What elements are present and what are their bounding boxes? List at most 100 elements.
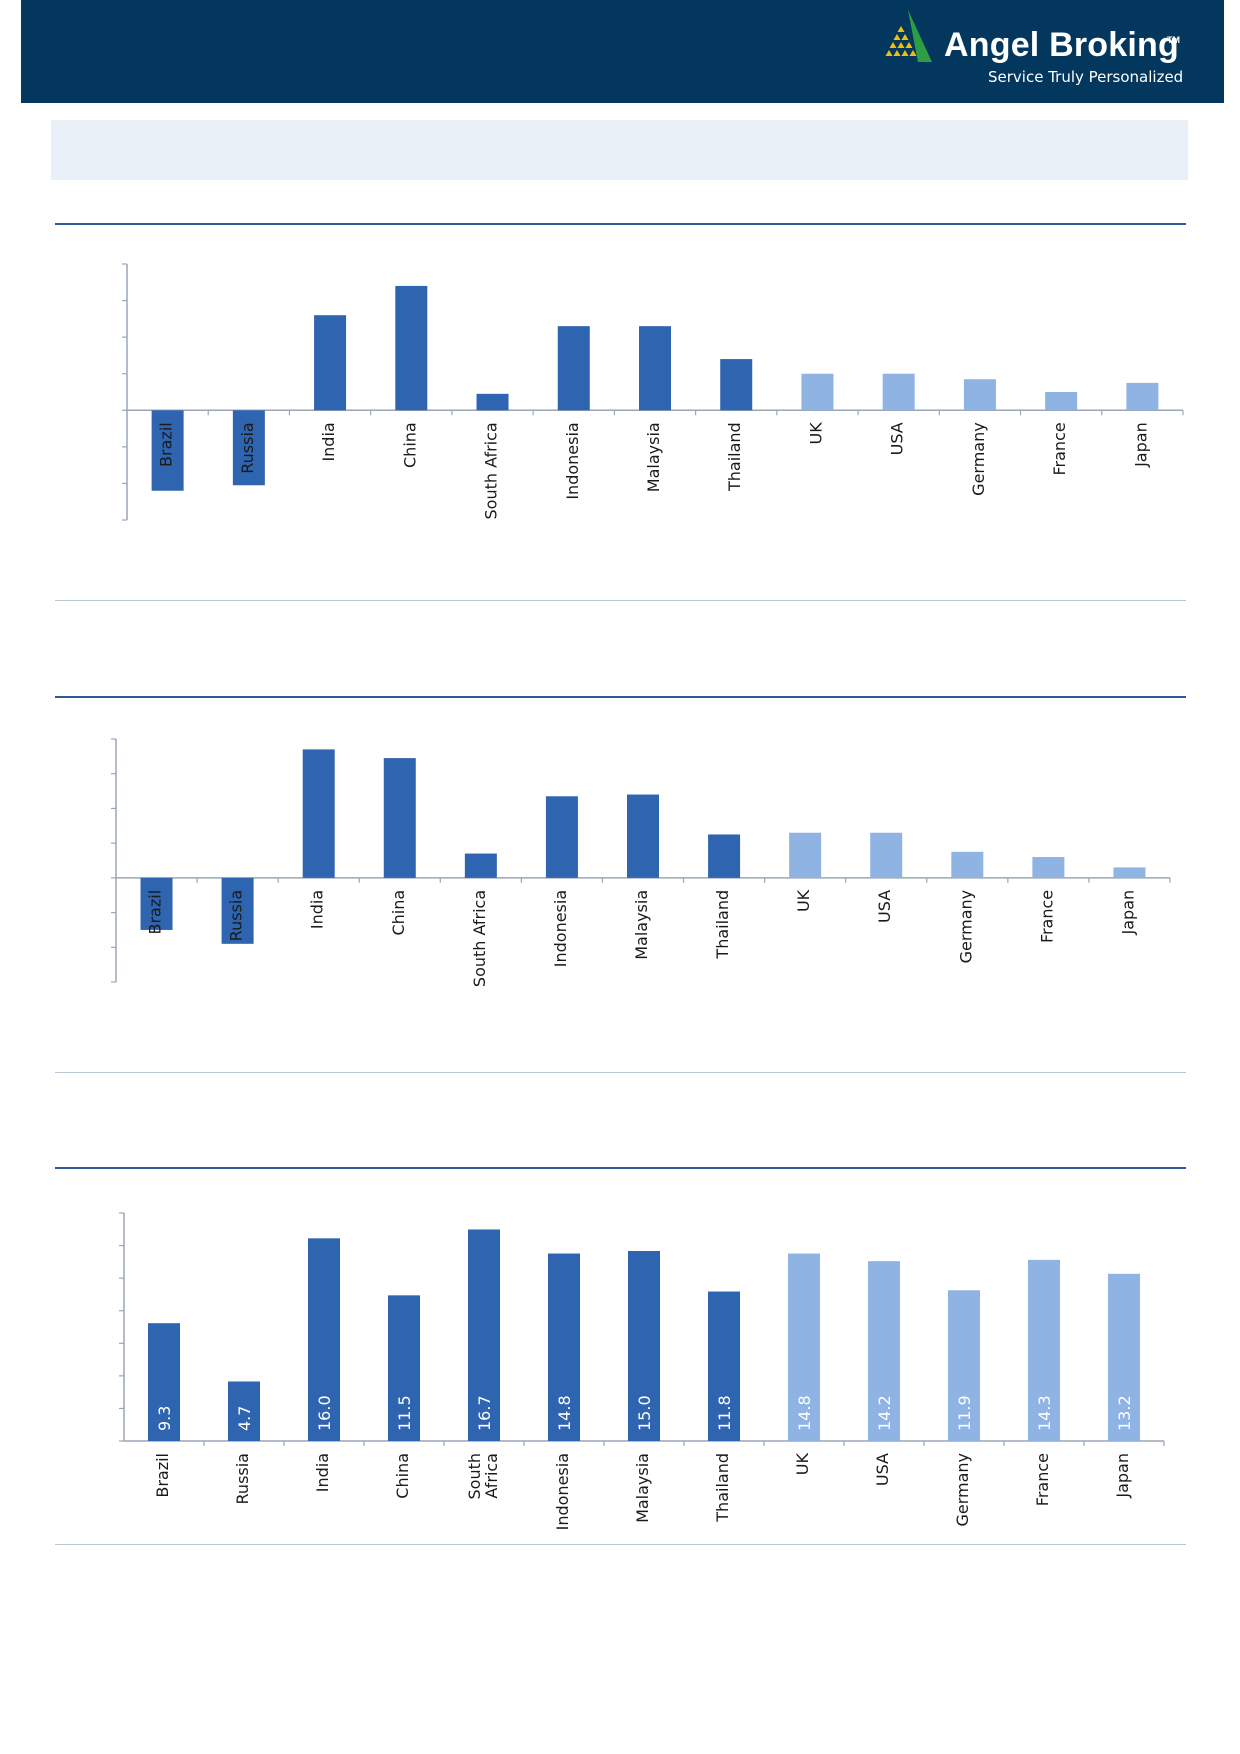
bar-india [314, 315, 347, 411]
bar-value-label: 16.0 [315, 1395, 334, 1431]
x-tick-label: France [1050, 422, 1069, 475]
x-tick-label: Russia [233, 1453, 252, 1504]
x-tick-label: India [313, 1453, 332, 1492]
bar-russia [232, 410, 265, 486]
x-tick-label: Brazil [157, 422, 176, 467]
chart-3-bottom-rule [55, 1544, 1186, 1545]
x-tick-label: USA [873, 1453, 892, 1486]
report-title-band [51, 120, 1188, 180]
x-tick-label: Thailand [713, 890, 732, 960]
x-tick-label: Brazil [153, 1453, 172, 1498]
x-tick-label: Japan [1118, 890, 1137, 936]
bar-france [1045, 392, 1078, 411]
x-tick-label: UK [793, 1452, 812, 1475]
bar-china [388, 1295, 420, 1441]
logo-yellow-triangles [885, 26, 917, 56]
bar-value-label: 15.0 [635, 1395, 654, 1431]
brand-trademark: TM [1167, 35, 1180, 45]
chart-2-bottom-rule [55, 1072, 1186, 1073]
x-tick-label: USA [888, 422, 907, 455]
bar-value-label: 14.8 [555, 1395, 574, 1431]
x-tick-label: Japan [1131, 422, 1150, 468]
bar-value-label: 4.7 [235, 1406, 254, 1431]
x-tick-label: SouthAfrica [465, 1453, 501, 1500]
x-tick-label: Germany [969, 422, 988, 496]
brand-tagline: Service Truly Personalized [988, 68, 1184, 86]
bar-russia [221, 877, 254, 944]
x-tick-label: Indonesia [553, 1453, 572, 1530]
bar-value-label: 9.3 [155, 1406, 174, 1431]
bar-india [308, 1238, 340, 1441]
bar-china [395, 285, 428, 411]
chart-3: Brazil 9.3 Russia 4.7 India 16.0 China 11.5 Sout… [119, 1212, 1165, 1530]
bar-value-label: 11.5 [395, 1395, 414, 1431]
bar-germany [948, 1290, 980, 1441]
x-tick-label: UK [806, 422, 825, 445]
bar-malaysia [639, 326, 671, 411]
bar-value-label: 14.8 [795, 1395, 814, 1431]
chart-1-bottom-rule [55, 600, 1186, 601]
x-tick-label: Russia [227, 890, 246, 941]
bar-thailand [708, 834, 741, 878]
x-tick-label: Germany [953, 1453, 972, 1527]
x-tick-label: Japan [1113, 1453, 1132, 1499]
x-tick-label: Malaysia [644, 422, 663, 492]
bar-value-label: 16.7 [475, 1395, 494, 1431]
bar-france [1028, 1259, 1060, 1441]
x-tick-label: Thailand [713, 1453, 732, 1523]
page-header [21, 0, 1224, 103]
x-tick-label: Malaysia [632, 890, 651, 960]
x-tick-label: India [308, 890, 327, 929]
bar-china [383, 758, 416, 878]
bar-value-label: 11.8 [715, 1395, 734, 1431]
bar-germany [951, 851, 984, 878]
bar-japan [1108, 1273, 1140, 1441]
bar-indonesia [548, 1253, 580, 1441]
bar-uk [789, 832, 822, 878]
bar-thailand [720, 359, 753, 411]
chart-2-top-rule [55, 696, 1186, 698]
bar-uk [801, 373, 834, 411]
bar-indonesia [545, 796, 578, 878]
x-tick-label: France [1037, 890, 1056, 943]
brand-name: Angel Broking [944, 26, 1179, 64]
chart-3-top-rule [55, 1167, 1186, 1169]
x-tick-label: Malaysia [633, 1453, 652, 1523]
bar-south-africa [476, 393, 509, 411]
x-tick-label: South Africa [482, 422, 501, 519]
bar-germany [963, 379, 996, 411]
x-tick-label: France [1033, 1453, 1052, 1506]
bar-russia [228, 1381, 260, 1441]
x-tick-label: China [400, 422, 419, 468]
bar-usa [868, 1261, 900, 1441]
chart-1: Brazil Russia India China South Africa Indone… [122, 263, 1184, 521]
bar-value-label: 14.3 [1035, 1395, 1054, 1431]
x-tick-label: South Africa [470, 890, 489, 987]
x-tick-label: Indonesia [563, 422, 582, 499]
x-tick-label: UK [794, 889, 813, 912]
x-tick-label: Russia [238, 422, 257, 473]
bar-france [1032, 857, 1065, 878]
x-tick-label: USA [875, 890, 894, 923]
x-tick-label: Thailand [725, 422, 744, 492]
x-tick-label: Brazil [146, 890, 165, 935]
bar-uk [788, 1253, 820, 1441]
x-tick-label: China [389, 890, 408, 936]
logo-green-stroke [908, 10, 932, 62]
bar-value-label: 13.2 [1115, 1395, 1134, 1431]
bar-brazil [148, 1323, 180, 1441]
bar-usa [870, 832, 903, 878]
bar-indonesia [557, 326, 590, 411]
bar-value-label: 11.9 [955, 1395, 974, 1431]
chart-1-top-rule [55, 223, 1186, 225]
bar-japan [1126, 382, 1159, 411]
bar-south-africa [468, 1229, 500, 1441]
bar-south-africa [464, 853, 497, 878]
angel-broking-logo-icon [885, 10, 932, 62]
chart-2: Brazil Russia India China South Africa Indone… [111, 738, 1171, 987]
x-tick-label: China [393, 1453, 412, 1499]
x-tick-label: Indonesia [551, 890, 570, 967]
bar-malaysia [627, 794, 659, 878]
bar-malaysia [628, 1251, 660, 1441]
bar-japan [1113, 867, 1146, 878]
